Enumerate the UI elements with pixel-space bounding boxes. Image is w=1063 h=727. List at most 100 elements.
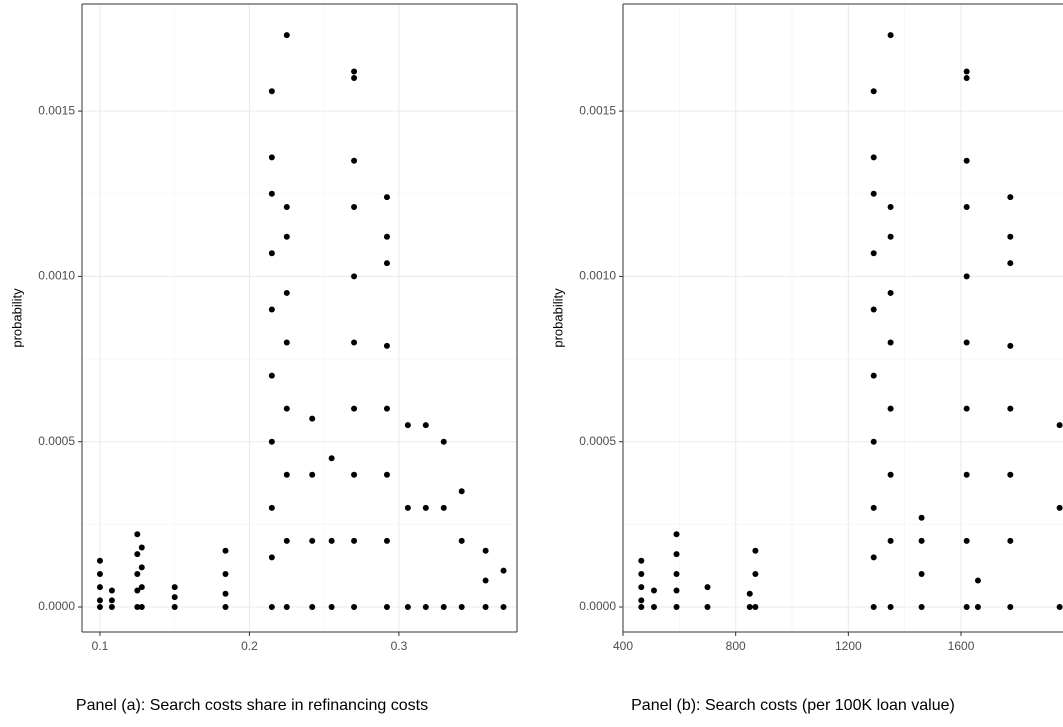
- point: [134, 551, 141, 558]
- point: [171, 584, 178, 591]
- point: [963, 405, 970, 412]
- point: [351, 75, 358, 82]
- point: [96, 604, 103, 611]
- point: [383, 604, 390, 611]
- point: [134, 587, 141, 594]
- point: [351, 68, 358, 75]
- point: [138, 564, 145, 571]
- point: [673, 604, 680, 611]
- point: [383, 342, 390, 349]
- y-axis-label: probability: [550, 288, 565, 348]
- point: [887, 32, 894, 39]
- x-tick-label: 1200: [835, 639, 862, 653]
- point: [351, 471, 358, 478]
- point: [283, 471, 290, 478]
- y-tick-label: 0.0010: [38, 269, 75, 283]
- point: [108, 604, 115, 611]
- point: [870, 88, 877, 95]
- y-tick-label: 0.0005: [579, 434, 616, 448]
- point: [1007, 233, 1014, 240]
- point: [1007, 471, 1014, 478]
- point: [404, 604, 411, 611]
- point: [171, 594, 178, 601]
- point: [870, 504, 877, 511]
- point: [108, 597, 115, 604]
- point: [704, 584, 711, 591]
- point: [918, 514, 925, 521]
- point: [673, 570, 680, 577]
- point: [1007, 604, 1014, 611]
- point: [268, 250, 275, 257]
- point: [887, 339, 894, 346]
- point: [440, 604, 447, 611]
- point: [500, 604, 507, 611]
- point: [1007, 405, 1014, 412]
- point: [222, 570, 229, 577]
- point: [268, 154, 275, 161]
- point: [383, 405, 390, 412]
- point: [383, 194, 390, 201]
- point: [918, 570, 925, 577]
- point: [963, 203, 970, 210]
- point: [918, 604, 925, 611]
- point: [1056, 604, 1063, 611]
- point: [458, 488, 465, 495]
- point: [482, 604, 489, 611]
- point: [283, 604, 290, 611]
- point: [887, 537, 894, 544]
- point: [96, 570, 103, 577]
- point: [108, 587, 115, 594]
- point: [752, 547, 759, 554]
- point: [422, 504, 429, 511]
- point: [268, 190, 275, 197]
- point: [963, 68, 970, 75]
- point: [309, 471, 316, 478]
- point: [887, 203, 894, 210]
- panel-title: Panel (b): Search costs (per 100K loan v…: [631, 697, 955, 714]
- point: [870, 154, 877, 161]
- point: [283, 32, 290, 39]
- point: [887, 289, 894, 296]
- point: [650, 587, 657, 594]
- point: [870, 250, 877, 257]
- point: [351, 157, 358, 164]
- point: [870, 306, 877, 313]
- point: [482, 547, 489, 554]
- point: [351, 339, 358, 346]
- point: [309, 537, 316, 544]
- point: [870, 190, 877, 197]
- point: [309, 415, 316, 422]
- point: [963, 339, 970, 346]
- x-tick-label: 0.2: [241, 639, 258, 653]
- y-tick-label: 0.0010: [579, 269, 616, 283]
- y-tick-label: 0.0000: [38, 599, 75, 613]
- x-tick-label: 1600: [948, 639, 975, 653]
- point: [96, 584, 103, 591]
- point: [752, 604, 759, 611]
- point: [887, 471, 894, 478]
- y-axis-label: probability: [9, 288, 24, 348]
- point: [887, 405, 894, 412]
- point: [134, 604, 141, 611]
- x-tick-label: 400: [613, 639, 633, 653]
- point: [96, 597, 103, 604]
- point: [638, 557, 645, 564]
- y-tick-label: 0.0000: [579, 599, 616, 613]
- point: [283, 289, 290, 296]
- point: [138, 584, 145, 591]
- point: [746, 604, 753, 611]
- point: [268, 554, 275, 561]
- point: [351, 405, 358, 412]
- point: [283, 537, 290, 544]
- point: [134, 531, 141, 538]
- point: [138, 544, 145, 551]
- point: [171, 604, 178, 611]
- point: [283, 203, 290, 210]
- point: [1007, 342, 1014, 349]
- point: [328, 604, 335, 611]
- point: [1007, 260, 1014, 267]
- point: [383, 471, 390, 478]
- point: [918, 537, 925, 544]
- point: [283, 405, 290, 412]
